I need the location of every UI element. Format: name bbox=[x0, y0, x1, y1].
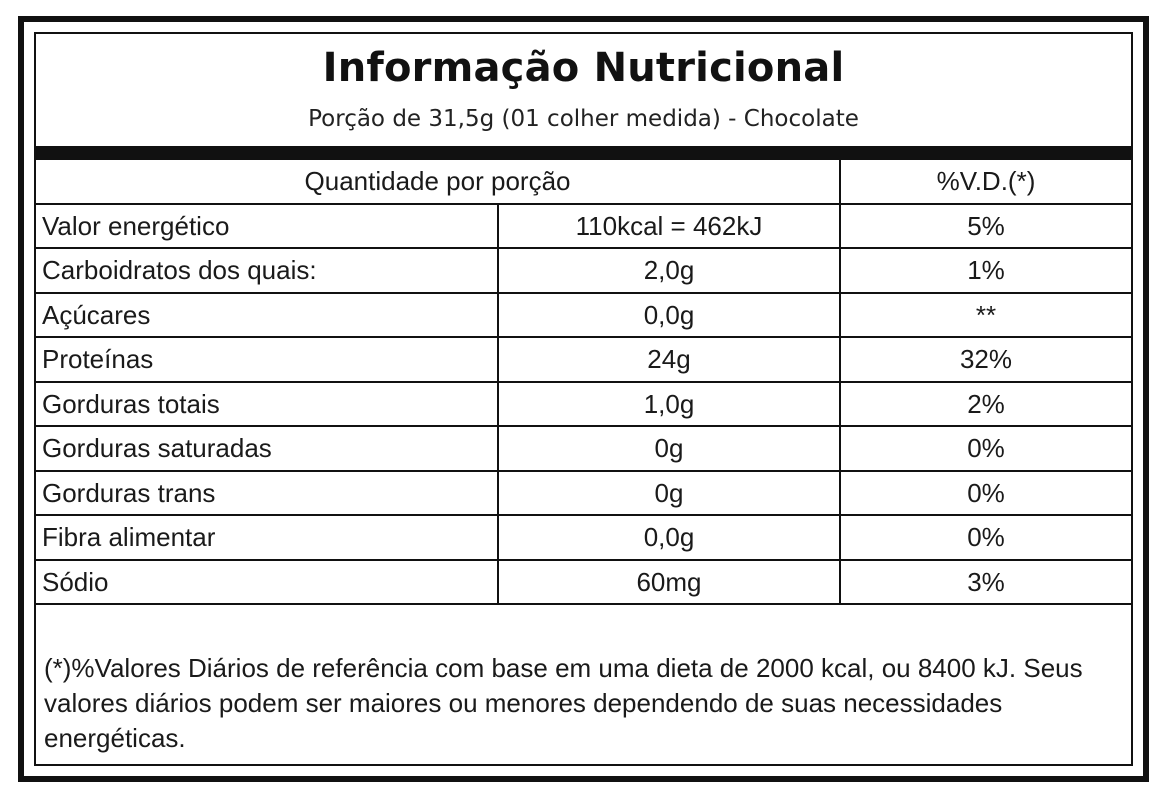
nutrition-label-outer-frame: Informação Nutricional Porção de 31,5g (… bbox=[18, 16, 1149, 782]
nutrient-name: Gorduras totais bbox=[36, 380, 499, 427]
nutrient-name: Sódio bbox=[36, 558, 499, 605]
nutrient-amount: 110kcal = 462kJ bbox=[497, 202, 841, 249]
nutrient-daily-value: 32% bbox=[839, 336, 1131, 383]
nutrient-amount: 0g bbox=[497, 469, 841, 516]
table-row-proteins: Proteínas 24g 32% bbox=[36, 336, 1131, 383]
nutrient-name: Proteínas bbox=[36, 336, 499, 383]
table-row-energy: Valor energético 110kcal = 462kJ 5% bbox=[36, 202, 1131, 249]
nutrition-label: Informação Nutricional Porção de 31,5g (… bbox=[34, 32, 1133, 766]
table-row-trans-fat: Gorduras trans 0g 0% bbox=[36, 469, 1131, 516]
nutrient-name: Valor energético bbox=[36, 202, 499, 249]
serving-size-text: Porção de 31,5g (01 colher medida) - Cho… bbox=[308, 106, 859, 132]
table-row-sodium: Sódio 60mg 3% bbox=[36, 558, 1131, 605]
nutrient-amount: 0,0g bbox=[497, 514, 841, 561]
nutrient-name: Açúcares bbox=[36, 291, 499, 338]
nutrient-amount: 24g bbox=[497, 336, 841, 383]
nutrient-amount: 60mg bbox=[497, 558, 841, 605]
nutrient-daily-value: ** bbox=[839, 291, 1131, 338]
daily-value-footnote: (*)%Valores Diários de referência com ba… bbox=[44, 653, 1083, 753]
nutrient-daily-value: 3% bbox=[839, 558, 1131, 605]
nutrient-amount: 2,0g bbox=[497, 247, 841, 294]
daily-value-header: %V.D.(*) bbox=[839, 158, 1131, 205]
nutrient-daily-value: 5% bbox=[839, 202, 1131, 249]
table-row-sugars: Açúcares 0,0g ** bbox=[36, 291, 1131, 338]
nutrient-daily-value: 0% bbox=[839, 514, 1131, 561]
nutrient-amount: 0g bbox=[497, 425, 841, 472]
nutrient-amount: 1,0g bbox=[497, 380, 841, 427]
table-row-fiber: Fibra alimentar 0,0g 0% bbox=[36, 514, 1131, 561]
table-row-carbohydrates: Carboidratos dos quais: 2,0g 1% bbox=[36, 247, 1131, 294]
nutrition-table: Quantidade por porção %V.D.(*) Valor ene… bbox=[36, 158, 1131, 605]
table-row-total-fat: Gorduras totais 1,0g 2% bbox=[36, 380, 1131, 427]
nutrient-name: Gorduras saturadas bbox=[36, 425, 499, 472]
nutrient-name: Fibra alimentar bbox=[36, 514, 499, 561]
nutrient-daily-value: 2% bbox=[839, 380, 1131, 427]
nutrient-daily-value: 0% bbox=[839, 425, 1131, 472]
nutrient-name: Carboidratos dos quais: bbox=[36, 247, 499, 294]
label-title: Informação Nutricional bbox=[322, 45, 845, 91]
nutrient-amount: 0,0g bbox=[497, 291, 841, 338]
table-header-row: Quantidade por porção %V.D.(*) bbox=[36, 158, 1131, 205]
thick-divider bbox=[36, 146, 1131, 158]
table-row-saturated-fat: Gorduras saturadas 0g 0% bbox=[36, 425, 1131, 472]
nutrient-name: Gorduras trans bbox=[36, 469, 499, 516]
nutrient-daily-value: 1% bbox=[839, 247, 1131, 294]
quantity-per-serving-header: Quantidade por porção bbox=[36, 158, 841, 205]
nutrient-daily-value: 0% bbox=[839, 469, 1131, 516]
